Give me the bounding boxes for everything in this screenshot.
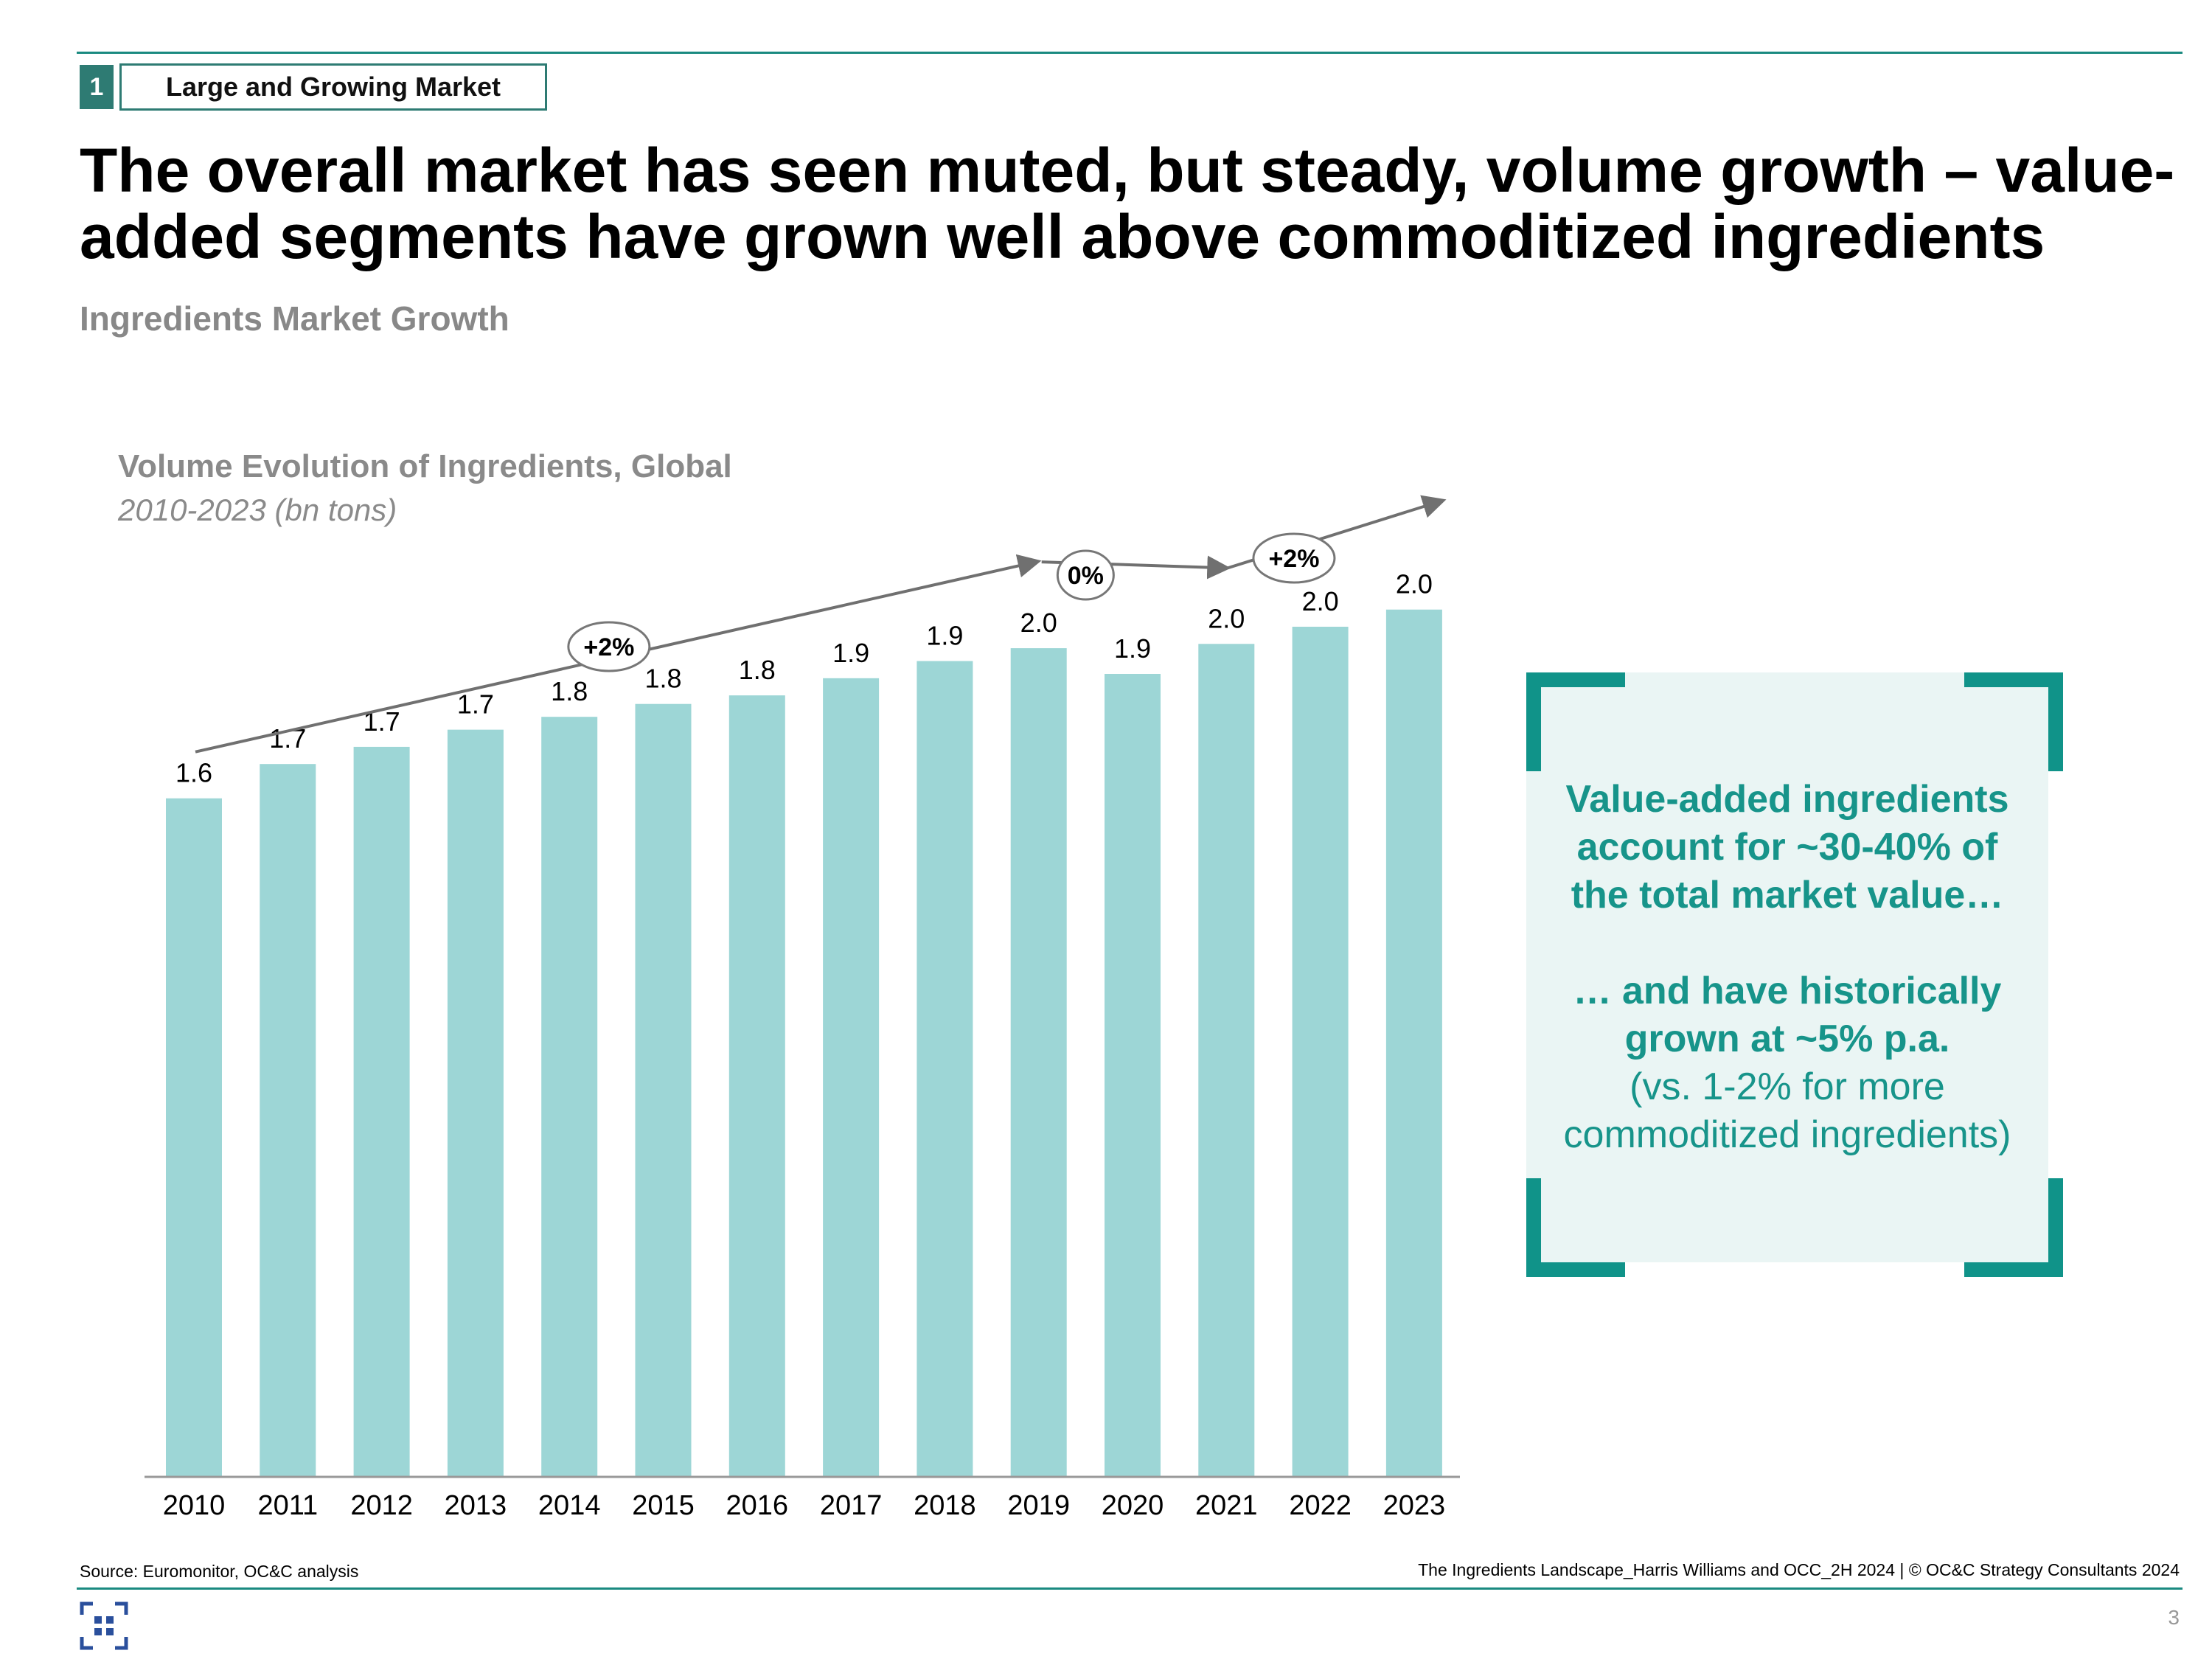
page-headline: The overall market has seen muted, but s…	[80, 136, 2175, 271]
callout-bracket-bottom-right	[1964, 1178, 2063, 1277]
chart-title: Volume Evolution of Ingredients, Global	[118, 448, 732, 484]
callout-line-1: Value-added ingredients	[1565, 778, 2009, 821]
value-label-2017: 1.9	[832, 638, 869, 668]
category-label-2020: 2020	[1102, 1490, 1164, 1521]
bar-2023	[1385, 609, 1442, 1476]
category-label-2010: 2010	[163, 1490, 226, 1521]
value-label-2016: 1.8	[739, 655, 776, 685]
callout-line-6: (vs. 1-2% for more	[1630, 1065, 1945, 1108]
value-label-2023: 2.0	[1396, 569, 1433, 599]
bar-2011	[260, 764, 316, 1476]
callout-bracket-top-left	[1526, 672, 1625, 771]
category-label-2021: 2021	[1195, 1490, 1258, 1521]
copyright-note: The Ingredients Landscape_Harris William…	[1418, 1560, 2180, 1579]
category-label-2015: 2015	[632, 1490, 695, 1521]
category-label-2013: 2013	[445, 1490, 507, 1521]
growth-bubble-3	[1252, 532, 1336, 584]
top-divider	[77, 52, 2183, 54]
category-label-2016: 2016	[726, 1490, 789, 1521]
callout-line-2: account for ~30-40% of	[1576, 826, 1998, 869]
page-subheading: Ingredients Market Growth	[80, 299, 509, 338]
bar-2016	[728, 695, 785, 1477]
grid-logo-icon	[80, 1601, 128, 1650]
callout-line-3: the total market value…	[1571, 874, 2004, 917]
category-label-2018: 2018	[914, 1490, 976, 1521]
bottom-divider	[77, 1587, 2183, 1590]
category-label-2014: 2014	[538, 1490, 601, 1521]
bar-2015	[635, 703, 692, 1476]
growth-label-2: 0%	[1068, 562, 1104, 590]
value-label-2014: 1.8	[551, 676, 588, 706]
value-label-2013: 1.7	[457, 689, 494, 720]
value-label-2022: 2.0	[1302, 586, 1339, 616]
bar-chart: 1.620101.720111.720121.720131.820141.820…	[145, 495, 1460, 1521]
bar-2022	[1292, 627, 1349, 1476]
value-label-2020: 1.9	[1114, 633, 1151, 664]
page-number: 3	[2168, 1606, 2180, 1629]
chart-subtitle: 2010-2023 (bn tons)	[118, 493, 397, 527]
value-label-2021: 2.0	[1208, 603, 1245, 633]
callout-line-4: … and have historically	[1573, 970, 2002, 1012]
callout-line-5: grown at ~5% p.a.	[1624, 1018, 1950, 1060]
growth-label-1: +2%	[583, 633, 634, 661]
callout-box: Value-added ingredients account for ~30-…	[1526, 672, 2048, 1262]
bar-2012	[353, 746, 410, 1476]
category-label-2022: 2022	[1289, 1490, 1352, 1521]
bar-2020	[1105, 674, 1161, 1476]
value-label-2018: 1.9	[926, 621, 963, 651]
bar-2017	[823, 678, 880, 1477]
category-label-2023: 2023	[1383, 1490, 1446, 1521]
callout-bracket-bottom-left	[1526, 1178, 1625, 1277]
category-label-2011: 2011	[257, 1490, 318, 1521]
bar-2018	[917, 661, 973, 1477]
callout-bracket-top-right	[1964, 672, 2063, 771]
growth-label-3: +2%	[1268, 545, 1319, 573]
value-label-2010: 1.6	[175, 758, 212, 788]
bar-2021	[1198, 644, 1255, 1476]
value-label-2019: 2.0	[1020, 608, 1057, 638]
section-label: Large and Growing Market	[119, 63, 547, 111]
growth-bubble-1	[567, 621, 651, 672]
category-label-2019: 2019	[1007, 1490, 1070, 1521]
source-note: Source: Euromonitor, OC&C analysis	[80, 1562, 359, 1581]
bar-2013	[447, 729, 504, 1476]
category-label-2017: 2017	[820, 1490, 883, 1521]
bar-2010	[166, 798, 222, 1476]
category-label-2012: 2012	[350, 1490, 413, 1521]
callout-line-7: commoditized ingredients)	[1563, 1113, 2011, 1156]
value-label-2015: 1.8	[644, 664, 681, 694]
bar-2019	[1010, 648, 1067, 1477]
section-number-badge: 1	[80, 65, 114, 109]
bar-2014	[541, 717, 598, 1476]
growth-bubble-2	[1056, 549, 1115, 601]
